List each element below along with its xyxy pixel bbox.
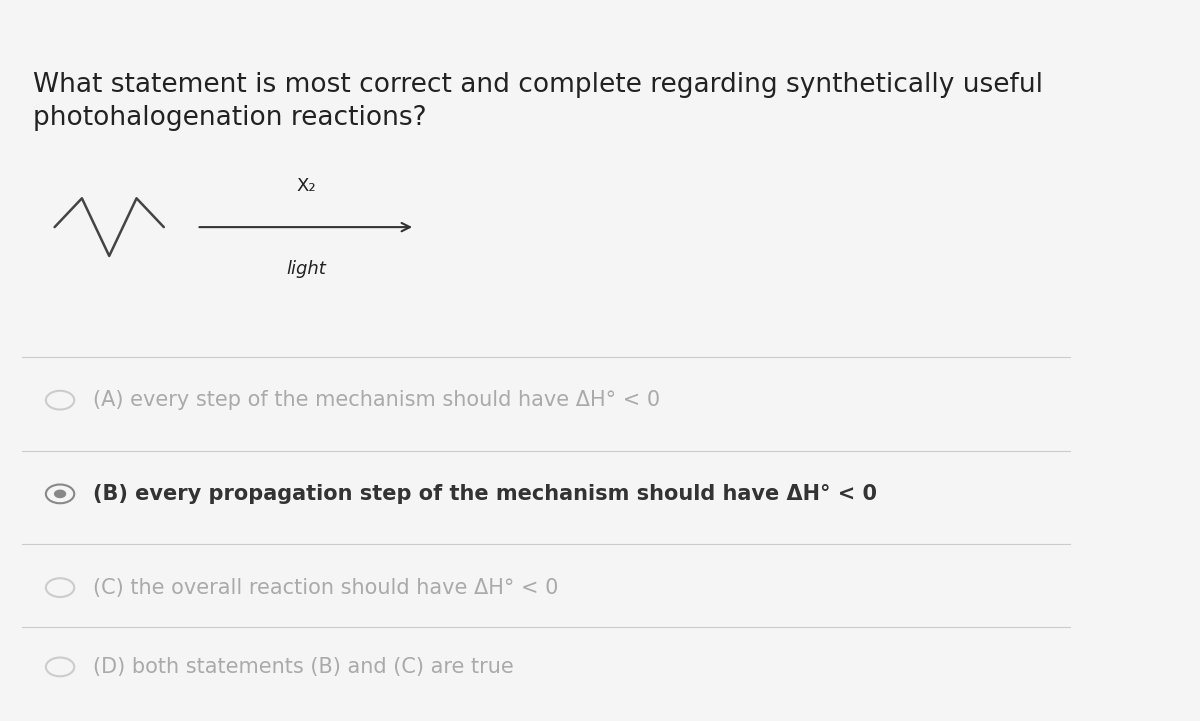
Text: (A) every step of the mechanism should have ΔH° < 0: (A) every step of the mechanism should h… (92, 390, 660, 410)
Circle shape (55, 490, 66, 497)
Text: (B) every propagation step of the mechanism should have ΔH° < 0: (B) every propagation step of the mechan… (92, 484, 877, 504)
Text: (C) the overall reaction should have ΔH° < 0: (C) the overall reaction should have ΔH°… (92, 578, 558, 598)
Text: (D) both statements (B) and (C) are true: (D) both statements (B) and (C) are true (92, 657, 514, 677)
Text: light: light (286, 260, 325, 278)
Text: X₂: X₂ (296, 177, 316, 195)
Text: photohalogenation reactions?: photohalogenation reactions? (32, 105, 426, 131)
Text: What statement is most correct and complete regarding synthetically useful: What statement is most correct and compl… (32, 72, 1043, 98)
